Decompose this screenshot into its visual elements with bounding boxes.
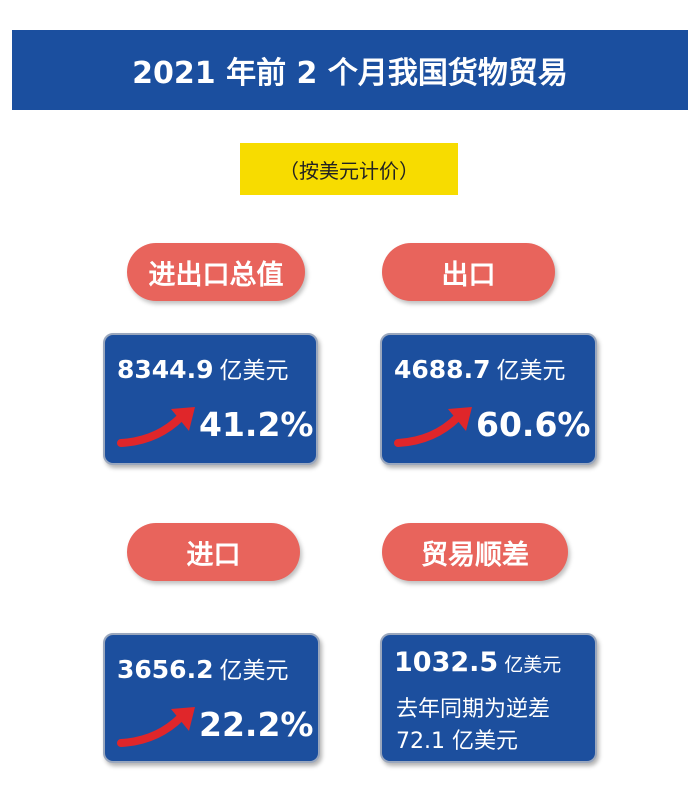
stat-card: 8344.9 亿美元 41.2% <box>103 333 318 465</box>
stat-card: 4688.7 亿美元 60.6% <box>380 333 597 465</box>
note-amount: 72.1 亿美元 <box>396 729 518 754</box>
label-pill: 进口 <box>127 523 300 581</box>
up-arrow <box>117 707 195 747</box>
note: 去年同期为逆差 <box>396 697 551 722</box>
up-arrow <box>117 407 195 447</box>
subtitle: （按美元计价） <box>240 143 458 195</box>
amount-line: 3656.2 亿美元 <box>117 651 288 685</box>
change: 60.6% <box>476 405 591 444</box>
label-pill: 出口 <box>382 243 555 301</box>
unit: 亿美元 <box>496 358 566 384</box>
label-pill: 贸易顺差 <box>382 523 568 581</box>
amount-line: 8344.9 亿美元 <box>117 351 288 385</box>
title: 2021 年前 2 个月我国货物贸易 <box>12 30 688 110</box>
amount-line: 4688.7 亿美元 <box>394 351 565 385</box>
stat-card: 3656.2 亿美元 22.2% <box>103 633 320 763</box>
amount: 1032.5 <box>394 647 499 678</box>
up-arrow <box>394 407 472 447</box>
unit: 亿美元 <box>219 658 289 684</box>
change: 41.2% <box>199 405 314 444</box>
unit: 亿美元 <box>504 654 562 676</box>
amount: 8344.9 <box>117 355 214 384</box>
amount: 3656.2 <box>117 655 214 684</box>
change: 22.2% <box>199 705 314 744</box>
amount-line: 1032.5 亿美元 <box>394 647 561 678</box>
stat-card: 1032.5 亿美元 去年同期为逆差 72.1 亿美元 <box>380 633 597 763</box>
amount: 4688.7 <box>394 355 491 384</box>
label-pill: 进出口总值 <box>127 243 305 301</box>
unit: 亿美元 <box>219 358 289 384</box>
